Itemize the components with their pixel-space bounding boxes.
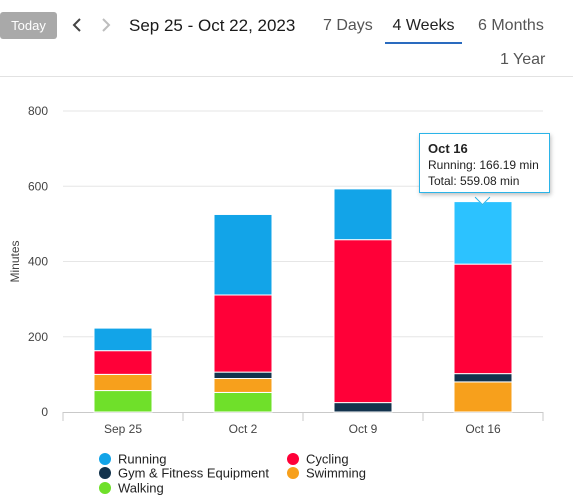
legend-label-swimming: Swimming [306,466,366,481]
bar-cycling-oct-16 [453,263,513,375]
bar-gym-and-fitness-equipment-oct-2 [213,371,273,380]
y-axis-label: Minutes [8,240,22,282]
bar-cycling-oct-9 [333,239,393,404]
bar-walking-sep-25 [93,390,153,413]
tooltip-title: Oct 16 [428,141,468,156]
tooltip-total-value: Total: 559.08 min [428,174,520,188]
tab-6-months[interactable]: 6 Months [478,17,544,34]
legend-marker-running [99,453,111,465]
legend-label-cycling: Cycling [306,452,349,467]
x-tick-label: Sep 25 [104,422,142,436]
bar-swimming-oct-16 [453,381,513,413]
date-range-label: Sep 25 - Oct 22, 2023 [129,16,296,35]
legend-label-running: Running [118,452,166,467]
chevron-right-icon[interactable] [95,12,117,38]
legend-label-gym-and-fitness-equipment: Gym & Fitness Equipment [118,466,269,481]
stacked-bar-chart: 0 200 400 600 800 Minutes Sep 25 Oct 2 Oct 9 Oct … [8,104,544,496]
bar-running-oct-2 [213,213,273,296]
y-tick-label: 800 [28,104,48,118]
chart-tooltip: Oct 16 Running: 166.19 min Total: 559.08… [419,133,550,193]
x-tick-label: Oct 9 [349,422,378,436]
legend-marker-cycling [287,453,299,465]
bar-running-oct-16 [453,201,513,265]
legend-marker-walking [99,482,111,494]
bar-walking-oct-2 [213,391,273,413]
x-tick-label: Oct 2 [229,422,258,436]
x-tick-label: Oct 16 [465,422,501,436]
bar-gym-and-fitness-equipment-oct-9 [333,402,393,413]
bar-running-sep-25 [93,327,153,352]
bar-cycling-oct-2 [213,294,273,373]
y-tick-label: 0 [41,405,48,419]
legend-marker-swimming [287,467,299,479]
chart-header: Today Sep 25 - Oct 22, 2023 7 Days 4 Wee… [0,0,573,77]
tooltip-running-value: Running: 166.19 min [428,158,539,172]
y-tick-label: 600 [28,179,48,193]
bar-swimming-oct-2 [213,378,273,393]
legend-marker-gym-and-fitness-equipment [99,467,111,479]
bar-swimming-sep-25 [93,373,153,392]
today-button[interactable]: Today [0,12,57,39]
y-tick-label: 400 [28,255,48,269]
tab-4-weeks[interactable]: 4 Weeks [385,17,462,44]
bar-cycling-sep-25 [93,350,153,375]
chevron-left-icon[interactable] [66,12,88,38]
y-tick-label: 200 [28,330,48,344]
bar-running-oct-9 [333,188,393,241]
tab-7-days[interactable]: 7 Days [323,17,373,34]
bar-gym-and-fitness-equipment-oct-16 [453,373,513,383]
tab-1-year[interactable]: 1 Year [500,51,546,68]
legend-label-walking: Walking [118,481,164,496]
